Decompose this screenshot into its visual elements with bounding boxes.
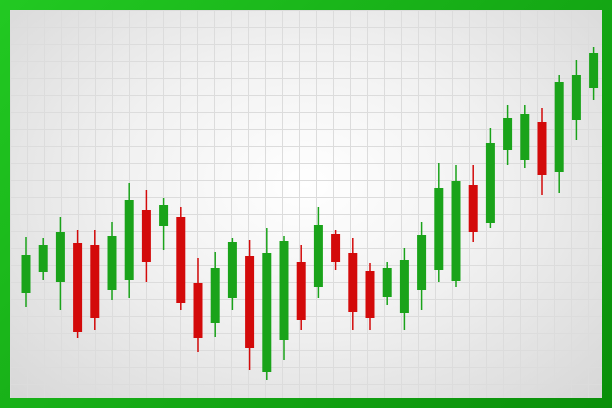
candle-body (124, 200, 134, 280)
candle-body (434, 188, 444, 270)
candle-body (313, 225, 323, 287)
candle-body (262, 253, 272, 372)
candle-body (348, 253, 358, 312)
candle-body (468, 185, 478, 232)
candle-body (417, 235, 427, 290)
candle-body (589, 53, 599, 88)
candle-body (296, 262, 306, 320)
candle-body (159, 205, 169, 226)
candle-body (210, 268, 220, 323)
candle-body (141, 210, 151, 262)
candle-body (365, 271, 375, 318)
candle-body (55, 232, 65, 282)
candle-body (227, 242, 237, 298)
candle-body (399, 260, 409, 313)
candle-body (451, 181, 461, 281)
candle-body (382, 268, 392, 297)
candle-body (38, 245, 48, 272)
candle-body (107, 236, 117, 290)
candle-body (485, 143, 495, 223)
candle-body (21, 255, 31, 293)
candle-body (245, 256, 255, 348)
candle-body (279, 241, 289, 340)
candle-body (331, 234, 341, 262)
candle-body (193, 283, 203, 338)
plot-area (10, 10, 602, 398)
candle-body (90, 245, 100, 318)
candle-body (503, 118, 513, 150)
candle-body (554, 82, 564, 172)
candle-body (520, 114, 530, 160)
candle-body (176, 217, 186, 303)
candle-body (571, 75, 581, 120)
candle-body (73, 243, 83, 332)
candle-body (537, 122, 547, 175)
